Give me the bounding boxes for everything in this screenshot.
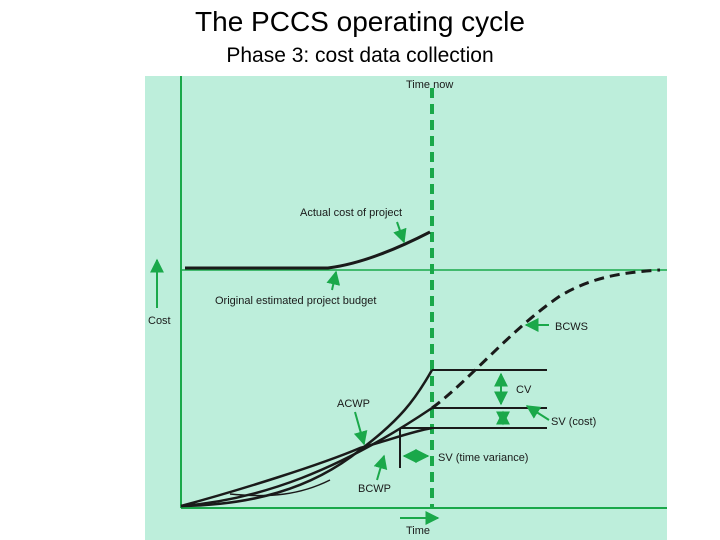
bcws-curve-dashed bbox=[431, 268, 661, 410]
label-acwp: ACWP bbox=[337, 398, 370, 410]
label-sv-time: SV (time variance) bbox=[438, 452, 528, 464]
slide-title: The PCCS operating cycle bbox=[195, 6, 525, 37]
label-actual-cost: Actual cost of project bbox=[300, 207, 402, 219]
bcwp-curve-inner bbox=[229, 479, 331, 497]
label-cv: CV bbox=[516, 384, 532, 396]
actual-cost-curve bbox=[185, 230, 431, 270]
budget-pointer bbox=[326, 270, 341, 291]
label-original-budget: Original estimated project budget bbox=[215, 295, 376, 307]
label-time-now: Time now bbox=[406, 79, 453, 91]
label-cost-axis: Cost bbox=[148, 315, 171, 327]
diagram-background bbox=[145, 76, 667, 540]
bcws-curve-solid bbox=[180, 406, 433, 508]
bcwp-curve bbox=[180, 426, 433, 508]
label-bcws: BCWS bbox=[555, 321, 588, 333]
slide-subtitle: Phase 3: cost data collection bbox=[226, 44, 494, 67]
actual-cost-pointer bbox=[393, 221, 407, 244]
label-sv-cost: SV (cost) bbox=[551, 416, 596, 428]
label-time-axis: Time bbox=[406, 525, 430, 537]
label-bcwp: BCWP bbox=[358, 483, 391, 495]
sv-cost-pointer bbox=[525, 405, 550, 421]
acwp-pointer bbox=[353, 411, 368, 446]
acwp-curve bbox=[180, 369, 434, 508]
bcwp-pointer bbox=[373, 454, 388, 481]
